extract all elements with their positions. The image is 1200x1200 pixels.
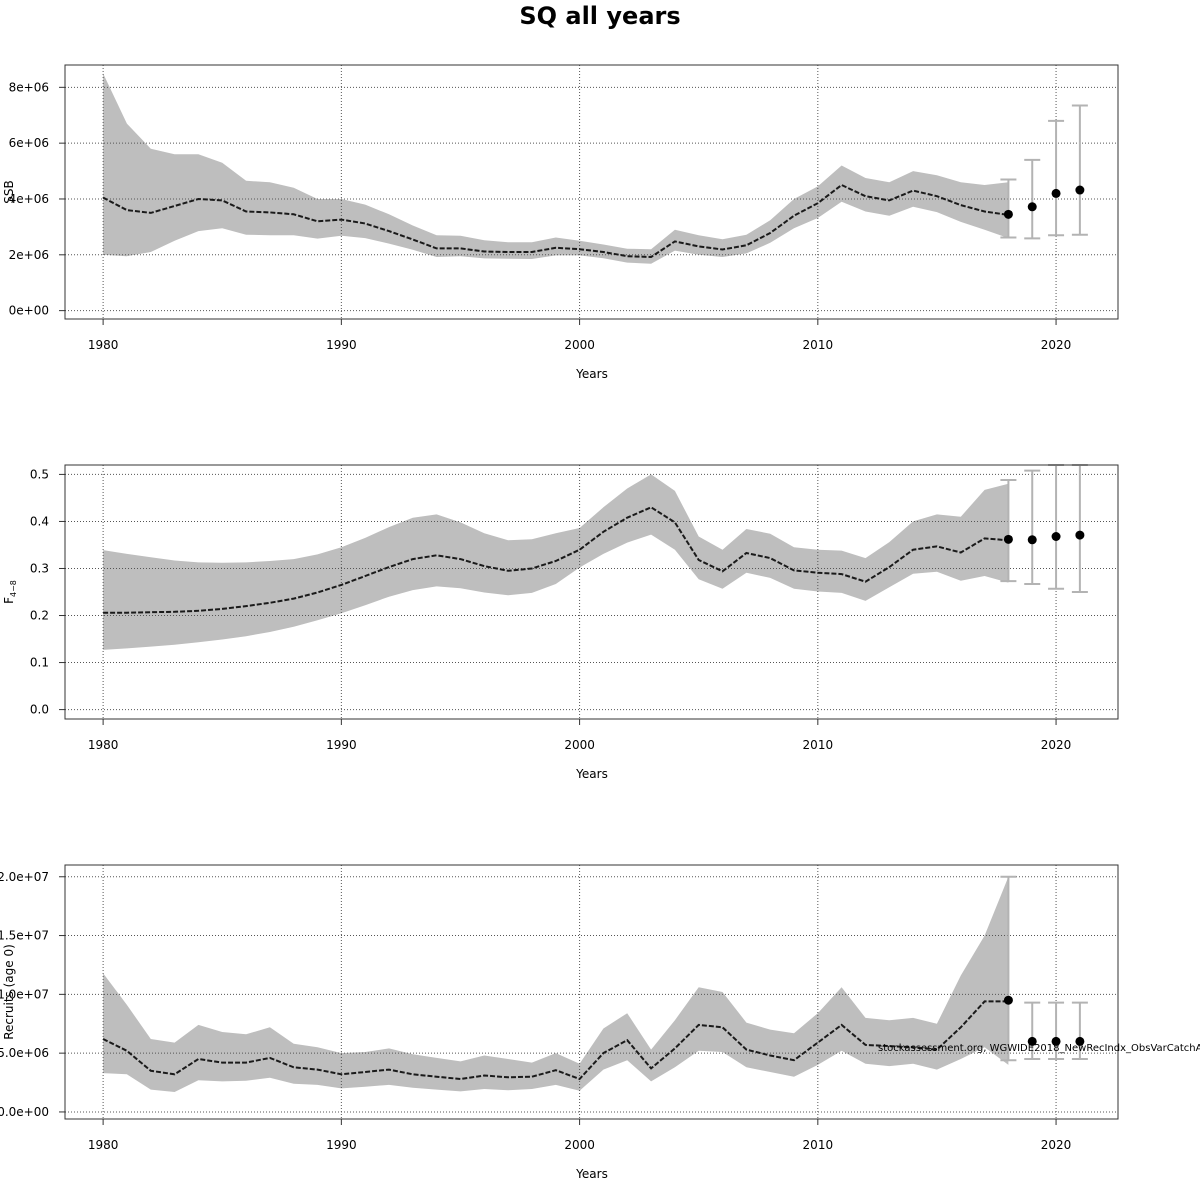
recruits-forecast-point-2021 [1075,1036,1085,1046]
ssb-y-tick-label-2: 4e+06 [9,192,49,206]
f-y-tick-label-2: 0.2 [30,609,49,623]
ssb-plot-layer: 1980 1990 2000 2010 2020 0e+00 2e+06 4e+06 6e+06… [9,64,1119,352]
recruits-x-tick-label-1990: 1990 [326,1138,357,1152]
figure-title: SQ all years [519,2,680,30]
ssb-confidence-band [103,73,1009,264]
f-y-tick-label-0: 0.0 [30,703,49,717]
ssb-x-axis-label: Years [575,367,608,381]
recruits-forecast-point-2019 [1027,1036,1037,1046]
f-x-axis-label: Years [575,767,608,781]
ssb-forecast-point-2020 [1051,188,1061,198]
recruitment-panel: Years Recruits (age 0) 1980 1990 2000 2010 2… [0,864,1119,1181]
ssb-x-tick-label-2010: 2010 [803,338,834,352]
ssb-estimate-line [102,183,1009,259]
ssb-forecast-point-2019 [1027,202,1037,212]
recruits-estimate-line [102,1000,1009,1081]
f-plot-area [65,465,1118,719]
f-forecast-point-2018 [1003,534,1013,544]
recruits-y-tick-label-2: 1.0e+07 [0,987,49,1001]
recruits-confidence-band [103,876,1009,1092]
recruits-plot-frame [64,864,1119,1120]
ssb-y-axis-label: SSB [2,180,16,203]
ssb-forecast-point-2018 [1003,209,1013,219]
fishing-mortality-panel: Years F4−8 1980 1990 2000 2010 2020 0.0 0.1 0.2… [2,464,1119,781]
recruits-y-axis-label: Recruits (age 0) [2,944,16,1040]
recruits-x-axis-label: Years [575,1167,608,1181]
ssb-panel: Years SSB 1980 1990 2000 2010 2020 0e+00 2e+06… [2,64,1119,381]
f-x-tick-label-1980: 1980 [88,738,119,752]
recruits-y-tick-label-1: 5.0e+06 [0,1046,49,1060]
recruits-forecast-point-2020 [1051,1036,1061,1046]
recruits-x-tick-label-2000: 2000 [564,1138,595,1152]
f-confidence-band [103,474,1009,650]
recruits-plot-area [65,865,1118,1119]
recruits-forecast-point-2018 [1003,995,1013,1005]
f-y-axis-label-main: F [2,597,16,604]
f-y-tick-label-3: 0.3 [30,561,49,575]
recruits-x-tick-label-2020: 2020 [1041,1138,1072,1152]
recruits-plot-layer: 1980 1990 2000 2010 2020 0.0e+00 5.0e+06 1.0e+0… [0,864,1119,1152]
f-forecast-point-2019 [1027,535,1037,545]
f-plot-layer: 1980 1990 2000 2010 2020 0.0 0.1 0.2 0.3 0.4 0.5 [30,464,1119,752]
recruits-y-tick-label-4: 2.0e+07 [0,870,49,884]
f-y-tick-label-4: 0.4 [30,514,49,528]
ssb-x-tick-label-2000: 2000 [564,338,595,352]
f-estimate-line [103,506,1009,614]
f-x-tick-label-2010: 2010 [803,738,834,752]
f-x-tick-label-2000: 2000 [564,738,595,752]
recruits-y-tick-label-0: 0.0e+00 [0,1105,49,1119]
f-y-tick-label-5: 0.5 [30,467,49,481]
ssb-y-tick-label-1: 2e+06 [9,248,49,262]
ssb-y-tick-label-0: 0e+00 [9,304,49,318]
ssb-forecast-point-2021 [1075,185,1085,195]
ssb-x-tick-label-1990: 1990 [326,338,357,352]
f-plot-frame [64,464,1119,720]
f-y-tick-label-1: 0.1 [30,656,49,670]
f-forecast-point-2020 [1051,531,1061,541]
ssb-y-tick-label-3: 6e+06 [9,136,49,150]
f-y-axis-label-subscript: 4−8 [9,580,18,597]
recruits-y-tick-label-3: 1.5e+07 [0,929,49,943]
f-forecast-point-2021 [1075,530,1085,540]
f-y-axis-label: F4−8 [2,580,18,604]
ssb-plot-frame [64,64,1119,320]
ssb-x-tick-label-1980: 1980 [88,338,119,352]
recruits-x-tick-label-2010: 2010 [803,1138,834,1152]
ssb-y-tick-label-4: 8e+06 [9,80,49,94]
f-x-tick-label-2020: 2020 [1041,738,1072,752]
ssb-plot-area [65,65,1118,319]
source-credit: stockassessment.org, WGWIDE2018_NewRecIn… [878,1043,1200,1054]
ssb-x-tick-label-2020: 2020 [1041,338,1072,352]
f-x-tick-label-1990: 1990 [326,738,357,752]
recruits-x-tick-label-1980: 1980 [88,1138,119,1152]
